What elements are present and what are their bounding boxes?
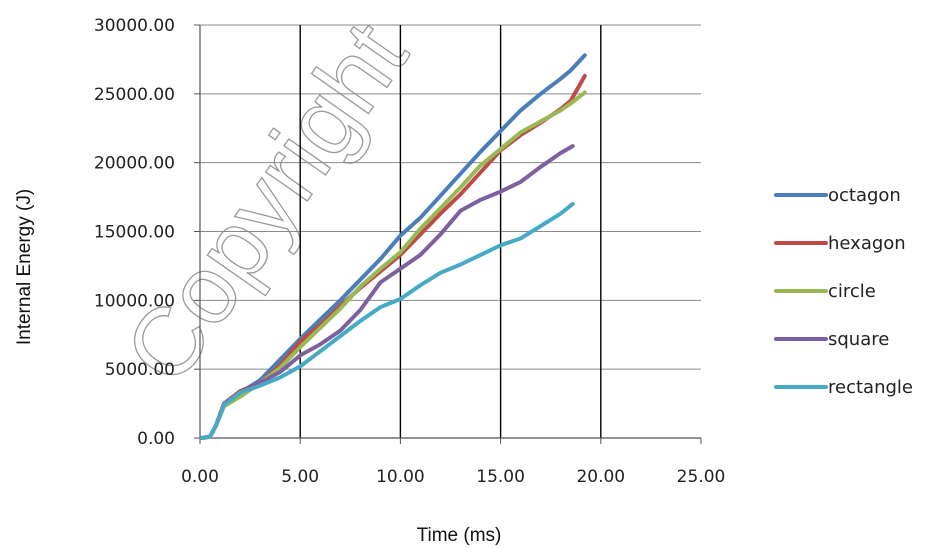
x-tick-label: 10.00 [376, 467, 425, 487]
x-axis-title: Time (ms) [417, 525, 502, 546]
legend-label-circle: circle [828, 281, 876, 302]
legend-label-octagon: octagon [828, 185, 901, 206]
x-tick-label: 15.00 [476, 467, 525, 487]
y-tick-label: 5000.00 [105, 360, 175, 380]
legend-label-square: square [828, 329, 889, 350]
series-lines [200, 53, 587, 440]
series-line-rectangle [200, 202, 575, 440]
tick-labels: 0.00 5000.00 10000.00 15000.00 20000.00 25000… [94, 16, 725, 487]
y-tick-label: 30000.00 [94, 16, 175, 36]
series-line-circle [200, 90, 587, 440]
watermark-text: Copyright [105, 4, 428, 402]
y-tick-label: 0.00 [137, 429, 175, 449]
y-axis-title: Internal Energy (J) [14, 189, 35, 345]
legend-label-hexagon: hexagon [828, 233, 906, 254]
copyright-watermark: Copyright [104, 3, 429, 402]
axes [194, 24, 702, 444]
y-tick-label: 10000.00 [94, 291, 175, 311]
x-tick-label: 25.00 [677, 467, 726, 487]
y-tick-label: 15000.00 [94, 223, 175, 243]
x-tick-label: 5.00 [281, 467, 319, 487]
x-tick-label: 20.00 [576, 467, 625, 487]
y-tick-label: 20000.00 [94, 154, 175, 174]
legend-label-rectangle: rectangle [828, 377, 913, 398]
x-tick-label: 0.00 [181, 467, 219, 487]
y-tick-label: 25000.00 [94, 85, 175, 105]
legend: octagon hexagon circle square rectangle [774, 185, 913, 398]
